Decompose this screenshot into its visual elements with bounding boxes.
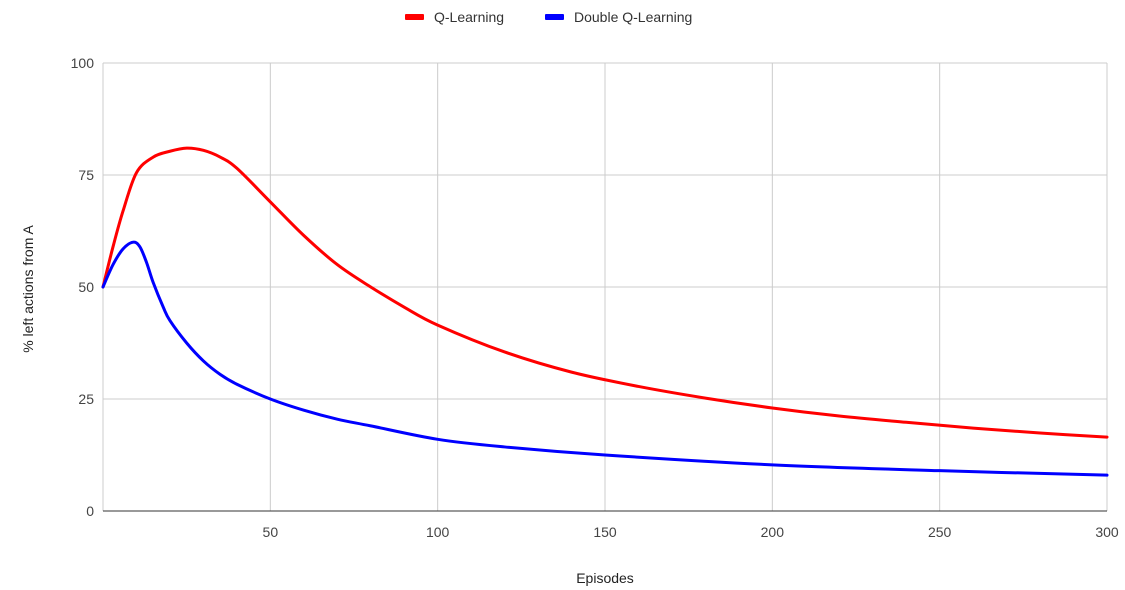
y-tick-label: 50 xyxy=(78,279,94,295)
x-tick-label: 300 xyxy=(1095,524,1119,540)
legend-swatch-double-q-learning xyxy=(545,14,564,20)
axes: 0 25 50 75 100 50 100 150 200 250 300 xyxy=(71,55,1119,540)
x-tick-label: 250 xyxy=(928,524,952,540)
series-line-q-learning xyxy=(101,146,1109,439)
legend-label-double-q-learning: Double Q-Learning xyxy=(574,9,692,25)
y-tick-label: 75 xyxy=(78,167,94,183)
x-tick-label: 50 xyxy=(263,524,279,540)
y-tick-label: 25 xyxy=(78,391,94,407)
x-tick-label: 200 xyxy=(761,524,785,540)
x-axis-title: Episodes xyxy=(576,570,634,586)
legend-swatch-q-learning xyxy=(405,14,424,20)
y-tick-label: 100 xyxy=(71,55,95,71)
series-line-double-q-learning xyxy=(101,240,1109,477)
y-axis-title: % left actions from A xyxy=(20,225,36,353)
legend: Q-Learning Double Q-Learning xyxy=(405,9,692,25)
x-tick-label: 100 xyxy=(426,524,450,540)
gridlines xyxy=(102,62,1108,511)
legend-label-q-learning: Q-Learning xyxy=(434,9,504,25)
x-tick-label: 150 xyxy=(593,524,617,540)
series-lines xyxy=(101,146,1109,477)
y-tick-label: 0 xyxy=(86,503,94,519)
